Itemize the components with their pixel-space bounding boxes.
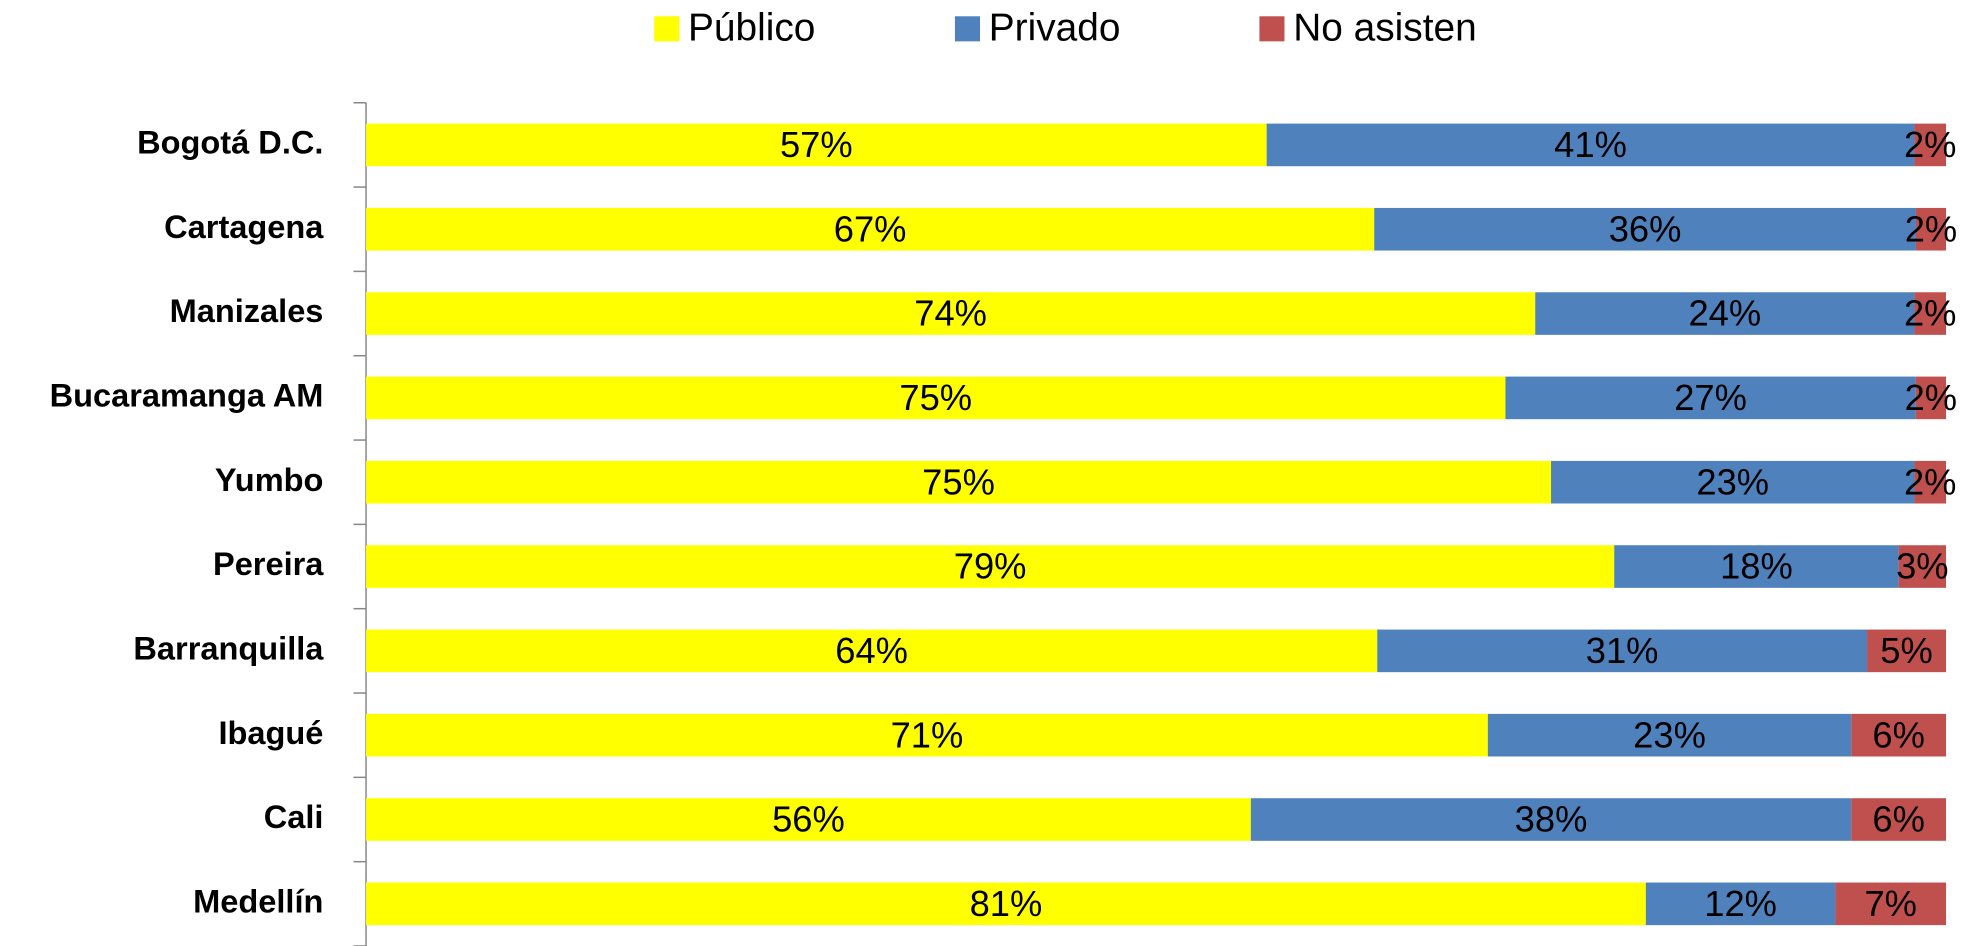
bar-segment bbox=[1614, 545, 1899, 588]
bar-segment bbox=[1851, 798, 1947, 841]
bar-segment bbox=[1266, 123, 1915, 167]
data-label: 2% bbox=[1904, 461, 1957, 502]
category-label: Bucaramanga AM bbox=[50, 377, 324, 413]
category-label: Medellín bbox=[193, 883, 323, 919]
bar-segment bbox=[1898, 545, 1947, 588]
data-label: 23% bbox=[1696, 461, 1769, 502]
legend-swatch bbox=[1259, 16, 1285, 42]
bar-segment bbox=[366, 798, 1251, 841]
data-label: 2% bbox=[1905, 377, 1958, 418]
data-label: 3% bbox=[1896, 546, 1949, 587]
bar-segment bbox=[366, 629, 1378, 673]
data-label: 38% bbox=[1515, 799, 1588, 840]
bar-segment bbox=[1835, 882, 1947, 926]
data-label: 74% bbox=[914, 293, 987, 334]
bar-segment bbox=[366, 882, 1646, 926]
bar-segment bbox=[1645, 882, 1836, 926]
data-label: 41% bbox=[1554, 124, 1627, 165]
data-label: 2% bbox=[1904, 124, 1957, 165]
data-label: 79% bbox=[954, 546, 1027, 587]
data-label: 81% bbox=[970, 883, 1043, 924]
data-label: 7% bbox=[1864, 883, 1917, 924]
category-label: Cali bbox=[264, 799, 324, 835]
data-label: 6% bbox=[1872, 714, 1925, 755]
category-label: Cartagena bbox=[164, 209, 324, 245]
category-label: Pereira bbox=[213, 546, 324, 582]
bar-segment bbox=[1915, 376, 1947, 420]
bar-segment bbox=[366, 545, 1615, 588]
category-label: Bogotá D.C. bbox=[137, 125, 323, 161]
category-label: Yumbo bbox=[215, 462, 324, 498]
bar-segment bbox=[1535, 292, 1915, 335]
data-label: 12% bbox=[1704, 883, 1777, 924]
data-label: 2% bbox=[1904, 293, 1957, 334]
bar-segment bbox=[1374, 207, 1916, 251]
data-label: 67% bbox=[834, 208, 907, 249]
data-label: 18% bbox=[1720, 546, 1793, 587]
data-label: 75% bbox=[922, 461, 995, 502]
data-label: 27% bbox=[1674, 377, 1747, 418]
data-label: 57% bbox=[780, 124, 853, 165]
legend-label: No asisten bbox=[1293, 6, 1476, 49]
bar-segment bbox=[1914, 123, 1947, 167]
bar-segment bbox=[366, 123, 1267, 167]
bar-segment bbox=[366, 460, 1552, 504]
data-label: 64% bbox=[835, 630, 908, 671]
bar-segment bbox=[1914, 292, 1947, 335]
bar-segment bbox=[1915, 207, 1947, 251]
bar-segment bbox=[366, 207, 1375, 251]
category-label: Ibagué bbox=[218, 715, 323, 751]
bar-segment bbox=[1487, 713, 1852, 757]
bar-segment bbox=[366, 292, 1536, 335]
bar-segment bbox=[1505, 376, 1916, 420]
bar-segment bbox=[1851, 713, 1947, 757]
data-label: 56% bbox=[772, 799, 845, 840]
bar-segment bbox=[1250, 798, 1852, 841]
legend-label: Público bbox=[688, 6, 815, 49]
bar-segment bbox=[1377, 629, 1868, 673]
data-label: 24% bbox=[1688, 293, 1761, 334]
bar-segment bbox=[366, 713, 1488, 757]
bar-segment bbox=[366, 376, 1506, 420]
data-label: 31% bbox=[1586, 630, 1659, 671]
data-label: 75% bbox=[899, 377, 972, 418]
bar-segment bbox=[1867, 629, 1947, 673]
data-label: 6% bbox=[1872, 799, 1925, 840]
category-label: Manizales bbox=[170, 293, 324, 329]
data-label: 5% bbox=[1880, 630, 1933, 671]
legend-swatch bbox=[654, 16, 680, 42]
legend-label: Privado bbox=[989, 6, 1121, 49]
bar-segment bbox=[1914, 460, 1947, 504]
data-label: 23% bbox=[1633, 714, 1706, 755]
data-label: 36% bbox=[1609, 208, 1682, 249]
bar-segment bbox=[1551, 460, 1915, 504]
data-label: 71% bbox=[891, 714, 964, 755]
data-label: 2% bbox=[1905, 208, 1958, 249]
category-label: Barranquilla bbox=[133, 630, 324, 666]
legend-swatch bbox=[954, 16, 980, 42]
